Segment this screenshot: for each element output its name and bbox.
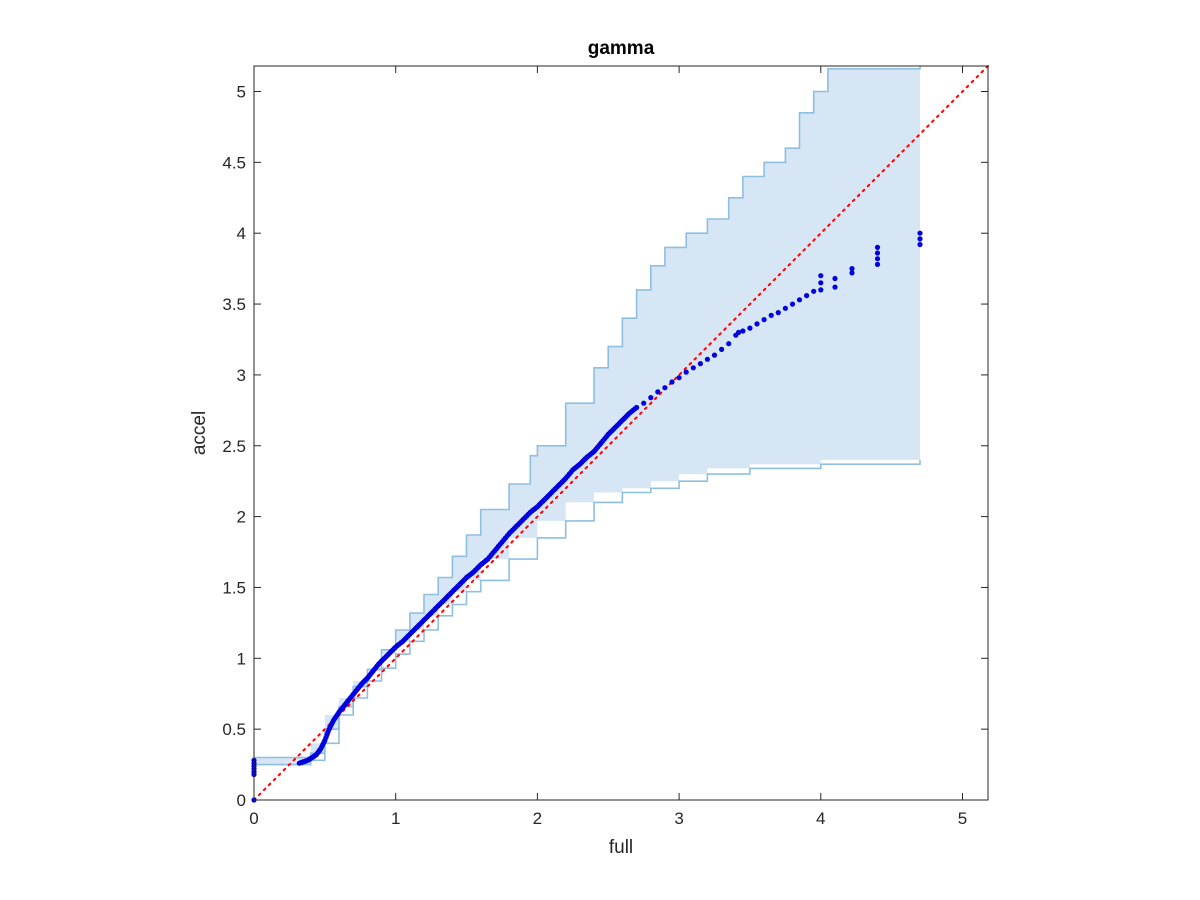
x-axis-label: full [609, 837, 633, 858]
data-point [874, 244, 881, 250]
data-point [818, 280, 824, 286]
data-point [818, 273, 824, 279]
y-tick-label: 1 [237, 649, 246, 668]
y-axis-label: accel [189, 411, 210, 455]
data-point [754, 321, 760, 327]
x-tick-label: 1 [391, 809, 400, 828]
data-point [874, 256, 881, 262]
axis-ticks: 0 1 2 3 4 5 0 0.5 1 1.5 2 2.5 3 3.5 4 4.5 5 [222, 66, 988, 828]
x-tick-label: 2 [533, 809, 542, 828]
data-point [917, 236, 923, 242]
y-tick-label: 0 [237, 791, 246, 810]
data-point [874, 261, 881, 267]
data-point [789, 301, 796, 307]
data-point [740, 328, 746, 334]
data-point [917, 241, 923, 248]
data-point [768, 312, 774, 318]
data-point [832, 284, 838, 290]
data-point [697, 361, 704, 367]
data-point [736, 329, 742, 335]
confidence-band [253, 66, 921, 766]
data-point [683, 369, 689, 375]
axes-box [253, 65, 989, 801]
y-tick-label: 3.5 [222, 295, 246, 314]
y-tick-label: 0.5 [222, 720, 246, 739]
data-point [782, 305, 789, 311]
x-tick-label: 0 [249, 809, 258, 828]
data-point [761, 317, 767, 323]
data-point [832, 275, 838, 282]
data-point [704, 356, 711, 362]
x-tick-label: 5 [958, 809, 967, 828]
data-point [917, 230, 923, 236]
y-tick-label: 5 [237, 83, 246, 102]
y-tick-label: 4.5 [222, 153, 246, 172]
chart-title: gamma [588, 38, 655, 59]
data-point [690, 365, 696, 371]
data-point [796, 297, 803, 303]
band-fill [254, 66, 920, 765]
data-point [804, 293, 810, 299]
data-point [711, 352, 718, 358]
y-tick-label: 1.5 [222, 578, 246, 597]
data-point [641, 400, 647, 406]
data-points [251, 230, 923, 803]
y-tick-label: 2 [237, 508, 246, 527]
data-point [662, 385, 668, 391]
data-point [874, 250, 881, 256]
data-point [655, 389, 661, 395]
band-lower-edge [254, 459, 921, 766]
data-point [818, 287, 824, 293]
data-point [849, 266, 855, 272]
y-tick-label: 4 [237, 224, 246, 243]
data-point [676, 375, 682, 381]
data-point [849, 270, 855, 276]
reference-line [253, 65, 989, 801]
data-point [811, 288, 817, 294]
x-tick-label: 4 [816, 809, 825, 828]
data-point [634, 404, 640, 411]
data-point [669, 379, 675, 385]
data-point [648, 395, 654, 401]
data-point [747, 325, 753, 331]
x-tick-label: 3 [674, 809, 683, 828]
y-tick-label: 3 [237, 366, 246, 385]
data-point [726, 341, 732, 347]
reference-diagonal-line [253, 65, 989, 801]
data-point [719, 346, 725, 352]
y-tick-label: 2.5 [222, 437, 246, 456]
data-point [775, 310, 781, 316]
